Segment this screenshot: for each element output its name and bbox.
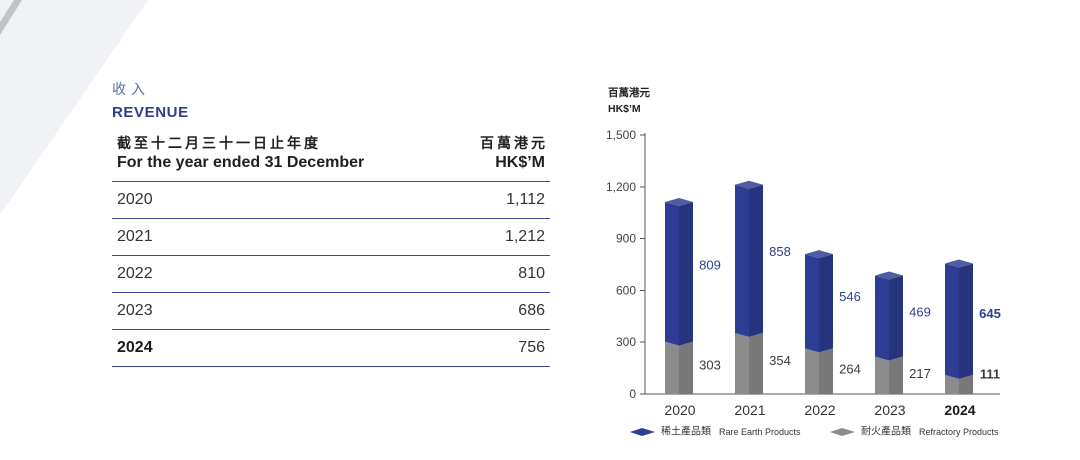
row-value: 810 bbox=[518, 265, 545, 282]
legend-item-rare-earth-products: 稀土產品類 Rare Earth Products bbox=[630, 425, 801, 438]
bar-top-cap bbox=[805, 250, 833, 259]
bar-refractory-products-2024 bbox=[945, 374, 973, 394]
legend-label-zh: 耐火產品類 bbox=[861, 425, 911, 438]
data-label-refractory-products-2020: 303 bbox=[699, 358, 721, 373]
y-tick-label: 600 bbox=[616, 283, 636, 297]
row-year: 2020 bbox=[117, 191, 153, 208]
bar-top-cap bbox=[875, 271, 903, 280]
bar-left-face bbox=[875, 356, 889, 394]
bar-left-face bbox=[945, 263, 959, 379]
legend-label-zh: 稀土產品類 bbox=[661, 425, 711, 438]
data-label-rare-earth-products-2022: 546 bbox=[839, 289, 861, 304]
bar-right-face bbox=[889, 356, 903, 394]
bar-right-face bbox=[819, 348, 833, 394]
corner-decoration bbox=[0, 0, 148, 215]
table-row: 2024 756 bbox=[112, 330, 550, 367]
legend-label-en: Refractory Products bbox=[919, 427, 999, 437]
legend-swatch bbox=[630, 428, 655, 436]
bar-right-face bbox=[679, 201, 693, 346]
table-header: 截至十二月三十一日止年度 For the year ended 31 Decem… bbox=[112, 134, 550, 182]
section-title-en: REVENUE bbox=[112, 104, 189, 121]
bar-refractory-products-2020 bbox=[665, 341, 693, 394]
y-tick-label: 1,200 bbox=[606, 180, 636, 194]
x-tick-label-2024: 2024 bbox=[944, 402, 975, 418]
table-row: 2023 686 bbox=[112, 293, 550, 330]
bar-left-face bbox=[875, 275, 889, 361]
bar-left-face bbox=[665, 341, 679, 394]
data-label-rare-earth-products-2020: 809 bbox=[699, 257, 721, 272]
row-year: 2024 bbox=[117, 339, 153, 356]
period-header-zh: 截至十二月三十一日止年度 bbox=[117, 135, 321, 151]
bar-rare-earth-products-2024 bbox=[945, 259, 973, 379]
y-axis-title-zh: 百萬港元 bbox=[608, 86, 650, 99]
row-year: 2023 bbox=[117, 302, 153, 319]
x-tick-label-2021: 2021 bbox=[734, 402, 765, 418]
y-axis-title-en: HK$’M bbox=[608, 103, 641, 115]
table-row: 2021 1,212 bbox=[112, 219, 550, 256]
bar-right-face bbox=[749, 184, 763, 337]
data-label-rare-earth-products-2023: 469 bbox=[909, 304, 931, 319]
bar-right-face bbox=[959, 263, 973, 379]
bar-refractory-products-2023 bbox=[875, 356, 903, 394]
revenue-table: 截至十二月三十一日止年度 For the year ended 31 Decem… bbox=[112, 134, 550, 367]
data-label-rare-earth-products-2024: 645 bbox=[979, 306, 1001, 321]
bar-left-face bbox=[665, 201, 679, 346]
revenue-chart: 百萬港元 HK$’M 0 300 600 900 1,200 1,500 303 809 2020 3… bbox=[606, 86, 1001, 438]
x-tick-label-2023: 2023 bbox=[874, 402, 905, 418]
bar-right-face bbox=[679, 341, 693, 394]
x-tick-label-2022: 2022 bbox=[804, 402, 835, 418]
period-header-en: For the year ended 31 December bbox=[117, 154, 365, 171]
bar-top-cap bbox=[945, 259, 973, 268]
bar-rare-earth-products-2023 bbox=[875, 271, 903, 361]
bar-left-face bbox=[945, 374, 959, 394]
data-label-refractory-products-2024: 111 bbox=[980, 367, 1000, 382]
data-label-rare-earth-products-2021: 858 bbox=[769, 244, 791, 259]
bar-top-cap bbox=[735, 180, 763, 189]
bar-right-face bbox=[889, 275, 903, 361]
bar-right-face bbox=[749, 332, 763, 394]
bar-refractory-products-2021 bbox=[735, 332, 763, 394]
legend-item-refractory-products: 耐火產品類 Refractory Products bbox=[830, 425, 999, 438]
y-tick-label: 300 bbox=[616, 335, 636, 349]
bar-rare-earth-products-2022 bbox=[805, 250, 833, 353]
row-year: 2022 bbox=[117, 265, 153, 282]
bar-rare-earth-products-2020 bbox=[665, 197, 693, 346]
data-label-refractory-products-2021: 354 bbox=[769, 353, 791, 368]
table-row: 2022 810 bbox=[112, 256, 550, 293]
row-value: 756 bbox=[518, 339, 545, 356]
row-value: 686 bbox=[518, 302, 545, 319]
corner-light-shape bbox=[0, 0, 148, 215]
bar-rare-earth-products-2021 bbox=[735, 180, 763, 337]
row-value: 1,212 bbox=[504, 228, 545, 245]
row-year: 2021 bbox=[117, 228, 153, 245]
bar-top-cap bbox=[665, 197, 693, 206]
bar-left-face bbox=[735, 184, 749, 337]
legend-swatch bbox=[830, 428, 855, 436]
y-tick-label: 1,500 bbox=[606, 128, 636, 142]
period-header: 截至十二月三十一日止年度 For the year ended 31 Decem… bbox=[117, 134, 364, 172]
table-row: 2020 1,112 bbox=[112, 182, 550, 219]
unit-header-en: HK$’M bbox=[495, 154, 545, 171]
unit-header-zh: 百萬港元 bbox=[480, 135, 548, 151]
unit-header: 百萬港元 HK$’M bbox=[480, 134, 545, 172]
x-tick-label-2020: 2020 bbox=[664, 402, 695, 418]
legend-label-en: Rare Earth Products bbox=[719, 427, 801, 437]
y-tick-label: 0 bbox=[629, 387, 636, 401]
y-tick-label: 900 bbox=[616, 232, 636, 246]
bar-right-face bbox=[819, 254, 833, 353]
bar-left-face bbox=[805, 348, 819, 394]
bar-left-face bbox=[735, 332, 749, 394]
corner-dark-stripe bbox=[0, 0, 22, 35]
section-title-zh: 收入 bbox=[112, 81, 150, 97]
bar-refractory-products-2022 bbox=[805, 348, 833, 394]
row-value: 1,112 bbox=[506, 191, 545, 208]
data-label-refractory-products-2022: 264 bbox=[839, 361, 861, 376]
bar-left-face bbox=[805, 254, 819, 353]
bar-right-face bbox=[959, 374, 973, 394]
data-label-refractory-products-2023: 217 bbox=[909, 366, 931, 381]
